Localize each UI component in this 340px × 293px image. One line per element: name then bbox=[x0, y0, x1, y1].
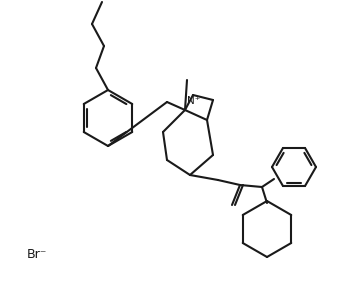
Text: Br⁻: Br⁻ bbox=[27, 248, 48, 261]
Text: N⁺: N⁺ bbox=[187, 96, 200, 106]
